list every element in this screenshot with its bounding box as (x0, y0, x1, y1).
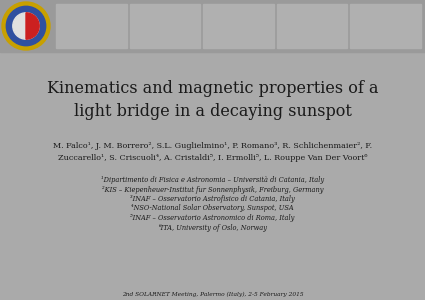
Bar (203, 4, 274, 48)
Circle shape (2, 2, 50, 50)
Text: ⁵INAF – Osservatorio Astronomico di Roma, Italy: ⁵INAF – Osservatorio Astronomico di Roma… (130, 214, 295, 222)
Bar (130, 4, 200, 48)
Circle shape (6, 6, 45, 46)
Text: Kinematics and magnetic properties of a
light bridge in a decaying sunspot: Kinematics and magnetic properties of a … (47, 80, 378, 120)
Text: ²KIS – Kiepenheuer-Institut fur Sonnenphysik, Freiburg, Germany: ²KIS – Kiepenheuer-Institut fur Sonnenph… (102, 185, 323, 194)
Circle shape (13, 13, 39, 39)
Wedge shape (26, 13, 39, 39)
Text: M. Falco¹, J. M. Borrero², S.L. Guglielmino¹, P. Romano³, R. Schlichenmaier², F.: M. Falco¹, J. M. Borrero², S.L. Guglielm… (53, 142, 372, 161)
Text: ⁶ITA, University of Oslo, Norway: ⁶ITA, University of Oslo, Norway (158, 224, 267, 232)
Bar (350, 4, 421, 48)
Bar (277, 4, 347, 48)
Text: 2nd SOLARNET Meeting, Palermo (Italy), 2-5 February 2015: 2nd SOLARNET Meeting, Palermo (Italy), 2… (122, 291, 303, 297)
Text: ⁴NSO-National Solar Observatory, Sunspot, USA: ⁴NSO-National Solar Observatory, Sunspot… (131, 205, 294, 212)
Bar (56, 4, 127, 48)
Bar (0, 0, 425, 52)
Text: ³INAF – Osservatorio Astrofisico di Catania, Italy: ³INAF – Osservatorio Astrofisico di Cata… (130, 195, 295, 203)
Text: ¹Dipartimento di Fisica e Astronomia – Università di Catania, Italy: ¹Dipartimento di Fisica e Astronomia – U… (101, 176, 324, 184)
